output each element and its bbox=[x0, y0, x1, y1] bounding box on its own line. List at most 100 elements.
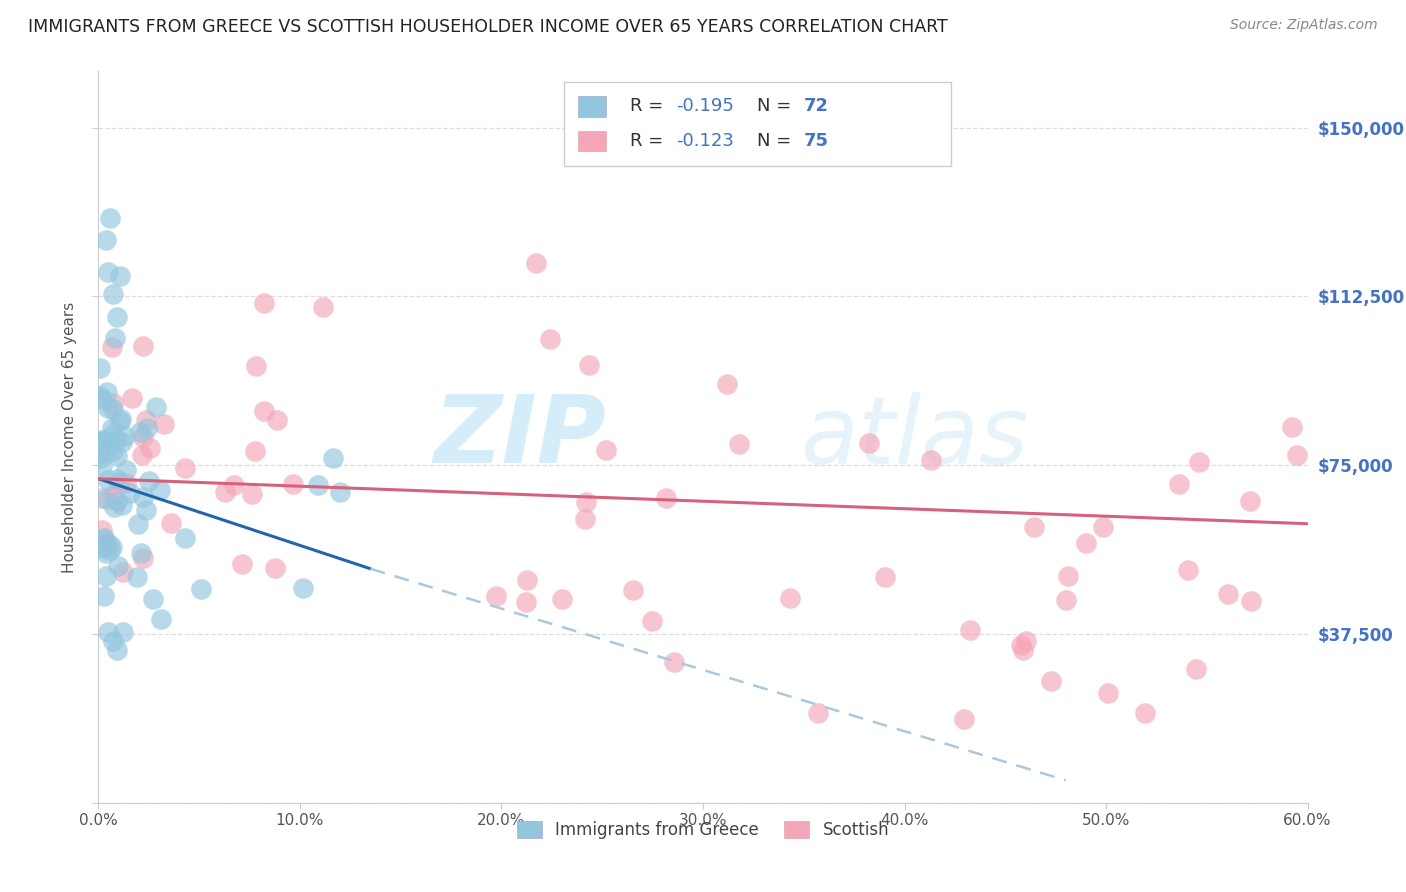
Point bbox=[132, 490, 155, 504]
Point bbox=[135, 502, 157, 516]
Point bbox=[105, 449, 128, 463]
Point bbox=[94, 537, 117, 551]
Point bbox=[515, 595, 537, 609]
Point bbox=[101, 396, 124, 410]
Y-axis label: Householder Income Over 65 years: Householder Income Over 65 years bbox=[62, 301, 77, 573]
Text: -0.123: -0.123 bbox=[676, 132, 734, 150]
Text: Source: ZipAtlas.com: Source: ZipAtlas.com bbox=[1230, 18, 1378, 32]
Point bbox=[91, 459, 114, 474]
Point bbox=[253, 404, 276, 418]
Point bbox=[515, 574, 537, 588]
Point bbox=[655, 491, 678, 505]
Point bbox=[94, 569, 117, 583]
Point bbox=[578, 358, 600, 372]
Point bbox=[129, 425, 152, 439]
Point bbox=[291, 581, 314, 595]
Point bbox=[307, 478, 329, 492]
Point bbox=[716, 377, 738, 392]
Text: 75: 75 bbox=[803, 132, 828, 150]
Point bbox=[98, 537, 121, 551]
Point bbox=[149, 483, 172, 498]
FancyBboxPatch shape bbox=[578, 96, 606, 117]
Point bbox=[1010, 638, 1032, 652]
Point bbox=[104, 433, 127, 447]
Point bbox=[89, 361, 111, 376]
Point bbox=[100, 542, 122, 557]
Point bbox=[101, 444, 124, 458]
Point bbox=[110, 475, 132, 490]
Point bbox=[1091, 520, 1114, 534]
Point bbox=[96, 491, 118, 506]
Point bbox=[575, 495, 598, 509]
Point bbox=[127, 516, 149, 531]
Point bbox=[114, 476, 136, 491]
Point bbox=[90, 435, 112, 450]
Point bbox=[111, 624, 134, 639]
Point bbox=[322, 451, 344, 466]
Point bbox=[96, 385, 118, 400]
Point bbox=[1285, 448, 1308, 462]
Point bbox=[93, 589, 115, 603]
Point bbox=[105, 310, 128, 324]
Point bbox=[595, 442, 617, 457]
Point bbox=[621, 583, 644, 598]
Point bbox=[873, 570, 896, 584]
Point bbox=[312, 300, 335, 314]
Point bbox=[264, 560, 287, 574]
Point bbox=[920, 453, 942, 467]
Point bbox=[538, 332, 561, 346]
Point bbox=[245, 359, 267, 373]
Point bbox=[101, 633, 124, 648]
Point bbox=[112, 565, 135, 579]
Point bbox=[93, 531, 115, 545]
Point bbox=[160, 516, 183, 530]
Point bbox=[135, 421, 157, 435]
Point bbox=[1133, 706, 1156, 720]
Point bbox=[101, 341, 124, 355]
Point bbox=[120, 486, 142, 500]
Point bbox=[115, 463, 138, 477]
Point bbox=[728, 437, 751, 451]
Point bbox=[90, 392, 112, 406]
Point bbox=[108, 269, 131, 284]
Point bbox=[142, 591, 165, 606]
Point bbox=[1177, 563, 1199, 577]
Point bbox=[150, 612, 173, 626]
Point bbox=[89, 389, 111, 403]
Point bbox=[93, 434, 115, 448]
Point bbox=[93, 434, 115, 448]
Point bbox=[97, 473, 120, 487]
Point bbox=[1240, 594, 1263, 608]
Text: atlas: atlas bbox=[800, 392, 1028, 483]
Point bbox=[1281, 419, 1303, 434]
Text: R =: R = bbox=[630, 97, 669, 115]
Point bbox=[103, 488, 125, 502]
Point bbox=[131, 448, 153, 462]
Point bbox=[231, 558, 253, 572]
Point bbox=[129, 546, 152, 560]
Text: R =: R = bbox=[630, 132, 669, 150]
Point bbox=[111, 498, 134, 512]
Point bbox=[89, 433, 111, 447]
Point bbox=[329, 484, 352, 499]
Point bbox=[114, 429, 136, 443]
Point bbox=[1014, 633, 1036, 648]
Point bbox=[103, 500, 125, 515]
Point bbox=[89, 446, 111, 460]
Point bbox=[97, 401, 120, 416]
Point bbox=[127, 569, 149, 583]
Point bbox=[640, 615, 662, 629]
Point bbox=[105, 642, 128, 657]
Point bbox=[245, 444, 267, 458]
Point bbox=[132, 551, 155, 566]
Point bbox=[283, 477, 305, 491]
Point bbox=[96, 233, 118, 247]
Point bbox=[138, 474, 160, 488]
Text: -0.195: -0.195 bbox=[676, 97, 734, 115]
Point bbox=[953, 712, 976, 726]
Point bbox=[1074, 535, 1097, 549]
Point bbox=[111, 435, 134, 450]
Point bbox=[1039, 674, 1062, 689]
Point bbox=[1239, 494, 1261, 508]
Point bbox=[101, 427, 124, 442]
